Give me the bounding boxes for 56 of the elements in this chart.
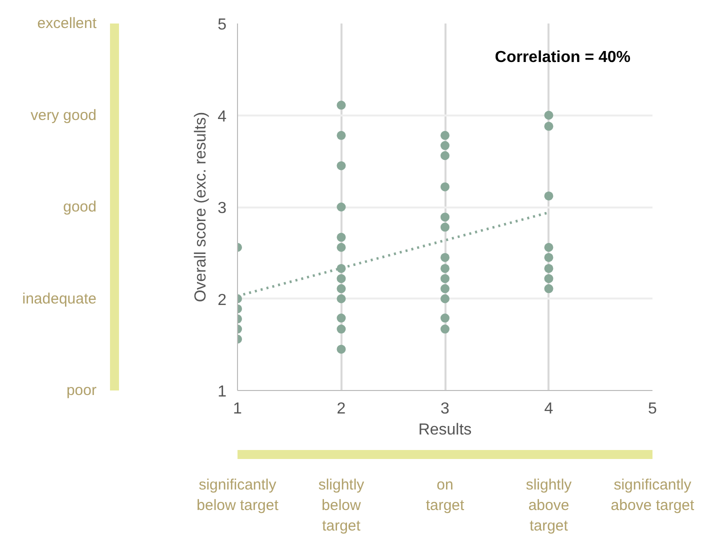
text: good xyxy=(63,198,97,216)
y-tick-label: 3 xyxy=(218,200,227,217)
text: significantly above target xyxy=(610,476,696,514)
point xyxy=(440,252,450,262)
point xyxy=(440,284,450,294)
text: poor xyxy=(66,382,97,399)
y-tick-label: 2 xyxy=(218,292,227,309)
x-tick-label: 4 xyxy=(544,400,554,418)
point xyxy=(336,130,346,140)
text: inadequate xyxy=(22,290,97,308)
point xyxy=(336,100,346,110)
point xyxy=(336,161,346,170)
point xyxy=(440,324,450,334)
point xyxy=(440,130,450,140)
point xyxy=(336,324,346,334)
point xyxy=(336,202,346,212)
text: excellent xyxy=(37,15,98,32)
x-tick-label: 2 xyxy=(336,400,346,418)
x-tick-label: 3 xyxy=(440,400,450,418)
point xyxy=(440,222,450,232)
point xyxy=(336,274,346,284)
point xyxy=(440,182,450,192)
y-tick-label: 4 xyxy=(218,108,227,126)
point xyxy=(336,232,346,242)
text: slightly above target xyxy=(526,476,572,534)
point xyxy=(440,274,450,284)
x-axis-title: Results xyxy=(418,422,472,438)
point xyxy=(440,141,450,150)
point xyxy=(544,264,554,273)
text: very good xyxy=(30,106,96,124)
point xyxy=(544,110,554,120)
point xyxy=(440,151,450,160)
text: slightly below target xyxy=(318,476,365,534)
x-tick-label: 5 xyxy=(648,400,658,418)
point xyxy=(336,344,346,354)
point xyxy=(544,252,554,262)
annotation: Correlation = 40% xyxy=(494,49,631,66)
text: on target xyxy=(426,476,466,514)
x-tick-label: 1 xyxy=(233,400,242,418)
point xyxy=(544,284,554,294)
point xyxy=(544,274,554,284)
y-tick-label: 1 xyxy=(218,384,227,400)
point xyxy=(336,242,346,252)
point xyxy=(544,122,554,131)
point xyxy=(336,284,346,294)
point xyxy=(440,314,450,323)
point xyxy=(440,294,450,304)
text: significantly below target xyxy=(196,476,280,514)
point xyxy=(336,294,346,304)
y-tick-label: 5 xyxy=(218,16,227,34)
point xyxy=(440,212,450,222)
point xyxy=(544,242,554,252)
point xyxy=(440,264,450,273)
point xyxy=(336,314,346,323)
point xyxy=(544,192,554,200)
y-axis-title: Overall score (exc. results) xyxy=(192,112,210,302)
